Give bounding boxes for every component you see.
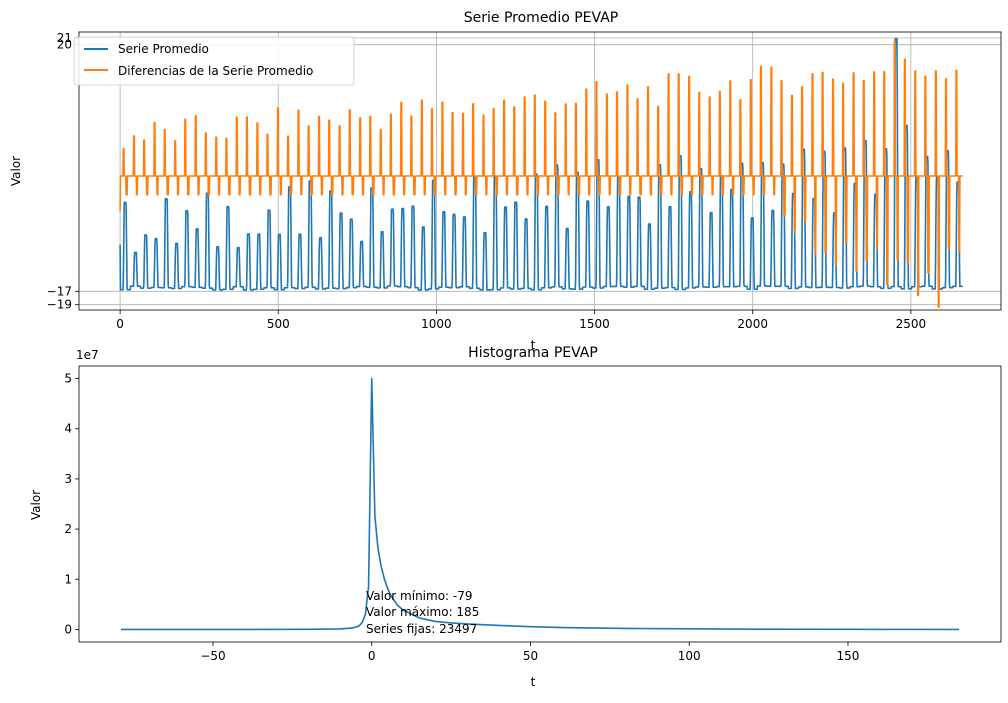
chart1-y-tick-label: 21 (57, 31, 72, 45)
chart2-y-tick-label: 3 (64, 472, 72, 486)
chart1-x-tick-label: 0 (116, 317, 124, 331)
chart1-x-tick-label: 1000 (421, 317, 452, 331)
annotation-fixed-series: Series fijas: 23497 (366, 622, 477, 636)
chart2-x-tick-label: −50 (200, 649, 225, 663)
chart1-x-tick-label: 1500 (579, 317, 610, 331)
chart2-y-offset-text: 1e7 (76, 348, 99, 362)
chart2-x-tick-label: 100 (678, 649, 701, 663)
legend-label-serie-promedio: Serie Promedio (118, 42, 209, 56)
chart1-y-tick-label: −19 (47, 298, 72, 312)
chart1-y-label: Valor (9, 156, 23, 186)
chart2-y-tick-label: 4 (64, 422, 72, 436)
chart2-x-tick-label: 150 (837, 649, 860, 663)
series-line-histograma (121, 379, 959, 630)
chart2-x-tick-label: 50 (523, 649, 538, 663)
chart2-annotation: Valor mínimo: -79 Valor máximo: 185 Seri… (366, 589, 479, 636)
chart1-x-tick-label: 500 (267, 317, 290, 331)
chart2-y-label: Valor (29, 490, 43, 520)
chart2-axes-frame (79, 366, 1001, 642)
annotation-max: Valor máximo: 185 (366, 605, 479, 619)
chart2-y-ticks: 0 1 2 3 4 5 (64, 372, 79, 637)
chart2-y-tick-label: 5 (64, 372, 72, 386)
chart2-x-label: t (531, 675, 536, 689)
chart-histograma: Histograma PEVAP −50 0 50 100 150 0 1 2 3 4 5 1e7… (29, 345, 1001, 689)
chart1-x-ticks: 0 500 1000 1500 2000 2500 (116, 310, 926, 331)
chart2-x-tick-label: 0 (368, 649, 376, 663)
chart2-y-tick-label: 2 (64, 522, 72, 536)
legend-label-diferencias: Diferencias de la Serie Promedio (118, 64, 313, 78)
chart-serie-promedio: Serie Promedio PEVAP 0 500 1000 1500 2000 250… (9, 10, 1001, 352)
chart1-title: Serie Promedio PEVAP (464, 10, 618, 26)
chart2-y-tick-label: 0 (64, 622, 72, 636)
chart1-x-tick-label: 2500 (896, 317, 927, 331)
chart2-x-ticks: −50 0 50 100 150 (200, 642, 859, 663)
annotation-min: Valor mínimo: -79 (366, 589, 473, 603)
chart1-y-tick-label: −17 (47, 284, 72, 298)
chart2-series-lines (121, 379, 959, 630)
chart2-title: Histograma PEVAP (468, 345, 598, 361)
chart1-x-tick-label: 2000 (737, 317, 768, 331)
chart1-legend: Serie Promedio Diferencias de la Serie P… (74, 37, 354, 85)
chart2-y-tick-label: 1 (64, 572, 72, 586)
